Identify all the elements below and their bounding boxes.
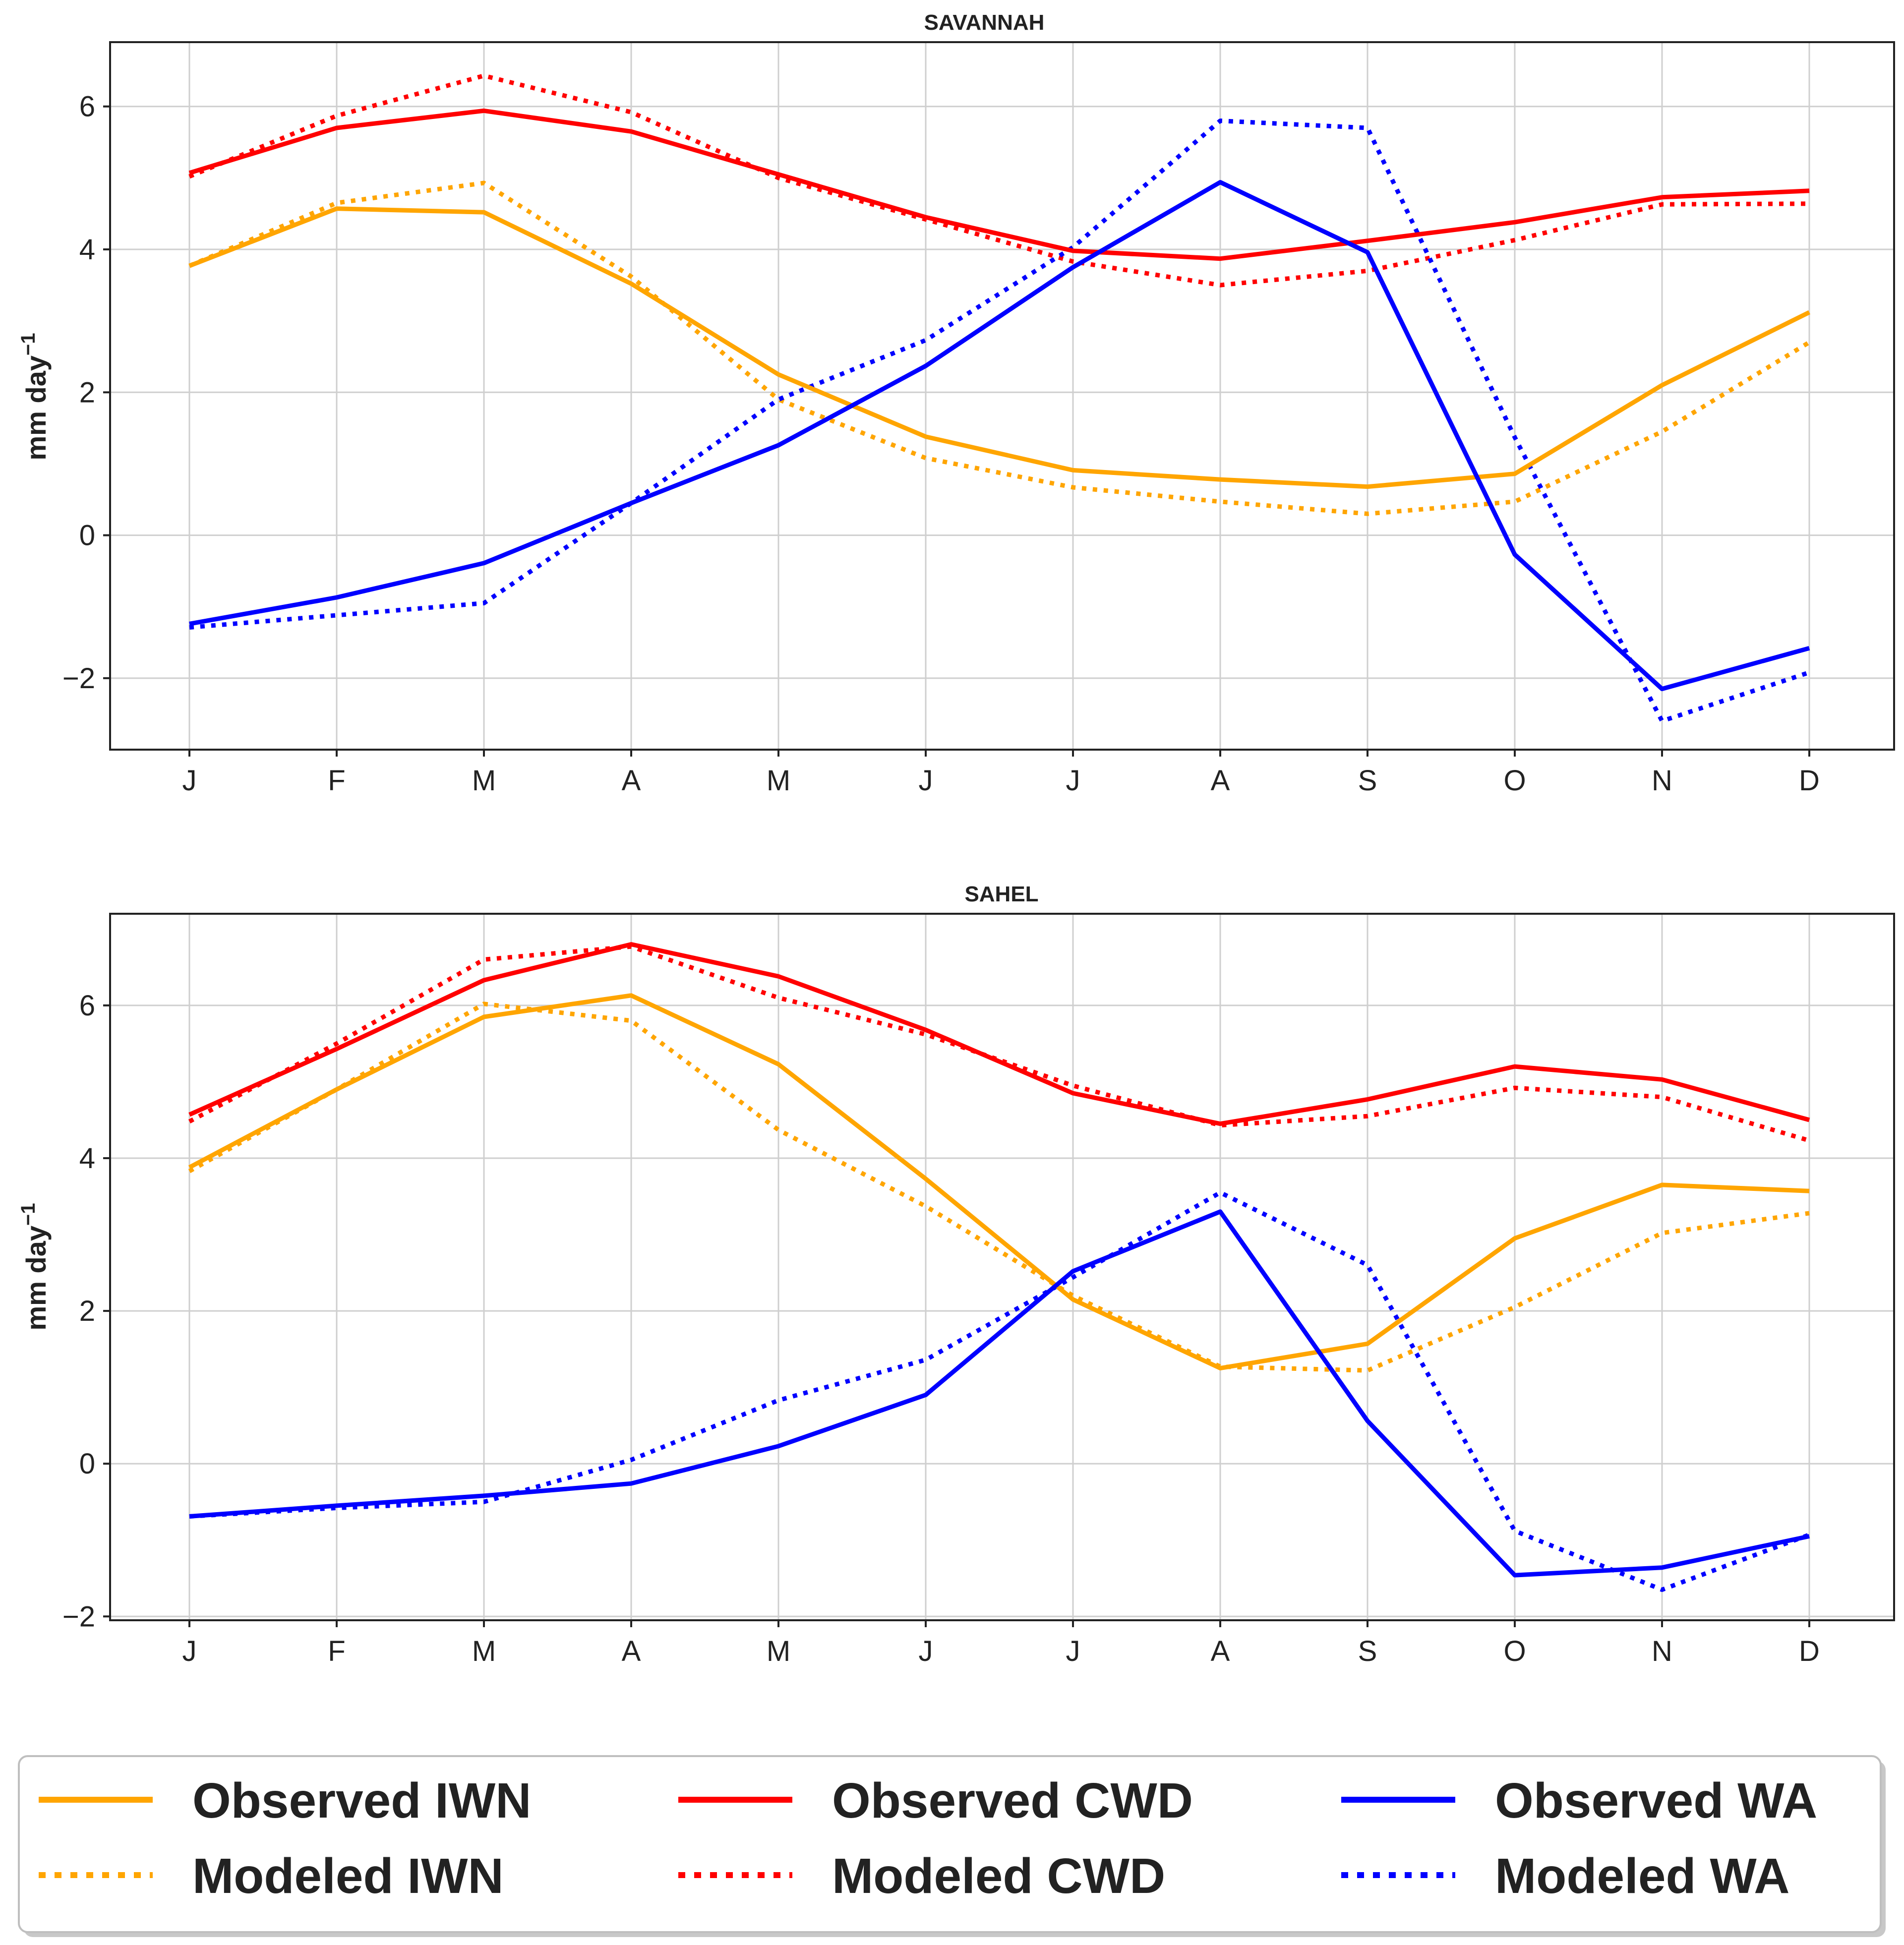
y-tick-label: 2 [79, 376, 95, 409]
x-tick-label: O [1503, 1635, 1526, 1667]
x-tick-label: D [1799, 1635, 1820, 1667]
series-observed-wa [189, 180, 1810, 691]
x-tick-label: S [1358, 765, 1377, 797]
y-tick-label: 6 [79, 990, 95, 1022]
x-tick-label: S [1358, 1635, 1377, 1667]
y-axis-label: mm day−1 [17, 1203, 52, 1330]
series-observed-cwd [188, 942, 1810, 1126]
grid [110, 914, 1894, 1620]
plot-frame [109, 41, 1895, 751]
x-tick-label: D [1799, 765, 1820, 797]
x-tick-label: J [1066, 1635, 1080, 1667]
series-lines [188, 942, 1810, 1592]
y-tick-label: 0 [79, 1448, 95, 1480]
x-tick-label: A [1211, 765, 1230, 797]
x-tick-label: A [622, 765, 641, 797]
legend-label: Modeled CWD [832, 1848, 1165, 1904]
y-tick-label: 4 [79, 234, 95, 266]
series-modeled-iwn [188, 180, 1811, 516]
x-tick-label: J [919, 765, 933, 797]
series-observed-cwd [188, 108, 1810, 261]
x-tick-label: M [472, 765, 496, 797]
x-tick-label: J [182, 765, 197, 797]
x-tick-label: M [767, 1635, 790, 1667]
series-modeled-iwn [188, 1002, 1810, 1373]
y-tick-label: 0 [79, 520, 95, 552]
y-tick-label: −2 [62, 662, 95, 695]
legend-item-modeled-cwd: Modeled CWD [678, 1848, 1165, 1904]
y-tick-label: 4 [79, 1142, 95, 1175]
series-modeled-wa [189, 118, 1810, 723]
legend-item-observed-cwd: Observed CWD [678, 1773, 1193, 1828]
series-observed-iwn [188, 206, 1810, 489]
plot-frame [109, 913, 1895, 1621]
x-tick-label: J [182, 1635, 197, 1667]
y-tick-label: 6 [79, 91, 95, 123]
panel-title-savannah: SAVANNAH [924, 10, 1045, 35]
y-axis-ticks: −2 0 2 4 6 [62, 91, 110, 695]
legend: Observed IWN Observed CWD Observed WA Model… [18, 1755, 1886, 1937]
series-observed-wa [189, 1209, 1810, 1578]
legend-label: Observed CWD [832, 1773, 1193, 1828]
x-tick-label: J [1066, 765, 1080, 797]
x-tick-label: J [919, 1635, 933, 1667]
x-tick-label: A [1211, 1635, 1230, 1667]
x-tick-label: N [1652, 765, 1672, 797]
sahel-panel: SAHEL −2 0 2 4 6 J F M A M J J A S O N D mm day−1 [17, 882, 1895, 1667]
savannah-panel: SAVANNAH −2 0 2 4 6 J F M A M J J A S O N D mm day−1 [17, 10, 1895, 797]
y-tick-label: −2 [62, 1600, 95, 1633]
legend-item-modeled-iwn: Modeled IWN [39, 1848, 504, 1904]
series-observed-iwn [188, 993, 1810, 1371]
x-tick-label: O [1503, 765, 1526, 797]
legend-label: Modeled IWN [192, 1848, 504, 1904]
y-axis-ticks: −2 0 2 4 6 [62, 990, 110, 1633]
legend-label: Modeled WA [1495, 1848, 1789, 1904]
legend-label: Observed IWN [192, 1773, 532, 1828]
x-tick-label: F [328, 1635, 345, 1667]
x-tick-label: N [1652, 1635, 1672, 1667]
x-tick-label: M [767, 765, 790, 797]
legend-item-observed-iwn: Observed IWN [39, 1773, 532, 1828]
legend-label: Observed WA [1495, 1773, 1817, 1828]
series-modeled-cwd [188, 944, 1810, 1143]
y-tick-label: 2 [79, 1295, 95, 1327]
y-axis-label: mm day−1 [17, 333, 52, 460]
series-modeled-cwd [188, 73, 1810, 288]
x-tick-label: F [328, 765, 345, 797]
series-lines [188, 73, 1811, 723]
panel-title-sahel: SAHEL [964, 882, 1038, 906]
grid [110, 42, 1894, 750]
legend-item-modeled-wa: Modeled WA [1341, 1848, 1789, 1904]
series-modeled-wa [189, 1190, 1810, 1592]
x-tick-label: A [622, 1635, 641, 1667]
x-tick-label: M [472, 1635, 496, 1667]
legend-item-observed-wa: Observed WA [1341, 1773, 1817, 1828]
